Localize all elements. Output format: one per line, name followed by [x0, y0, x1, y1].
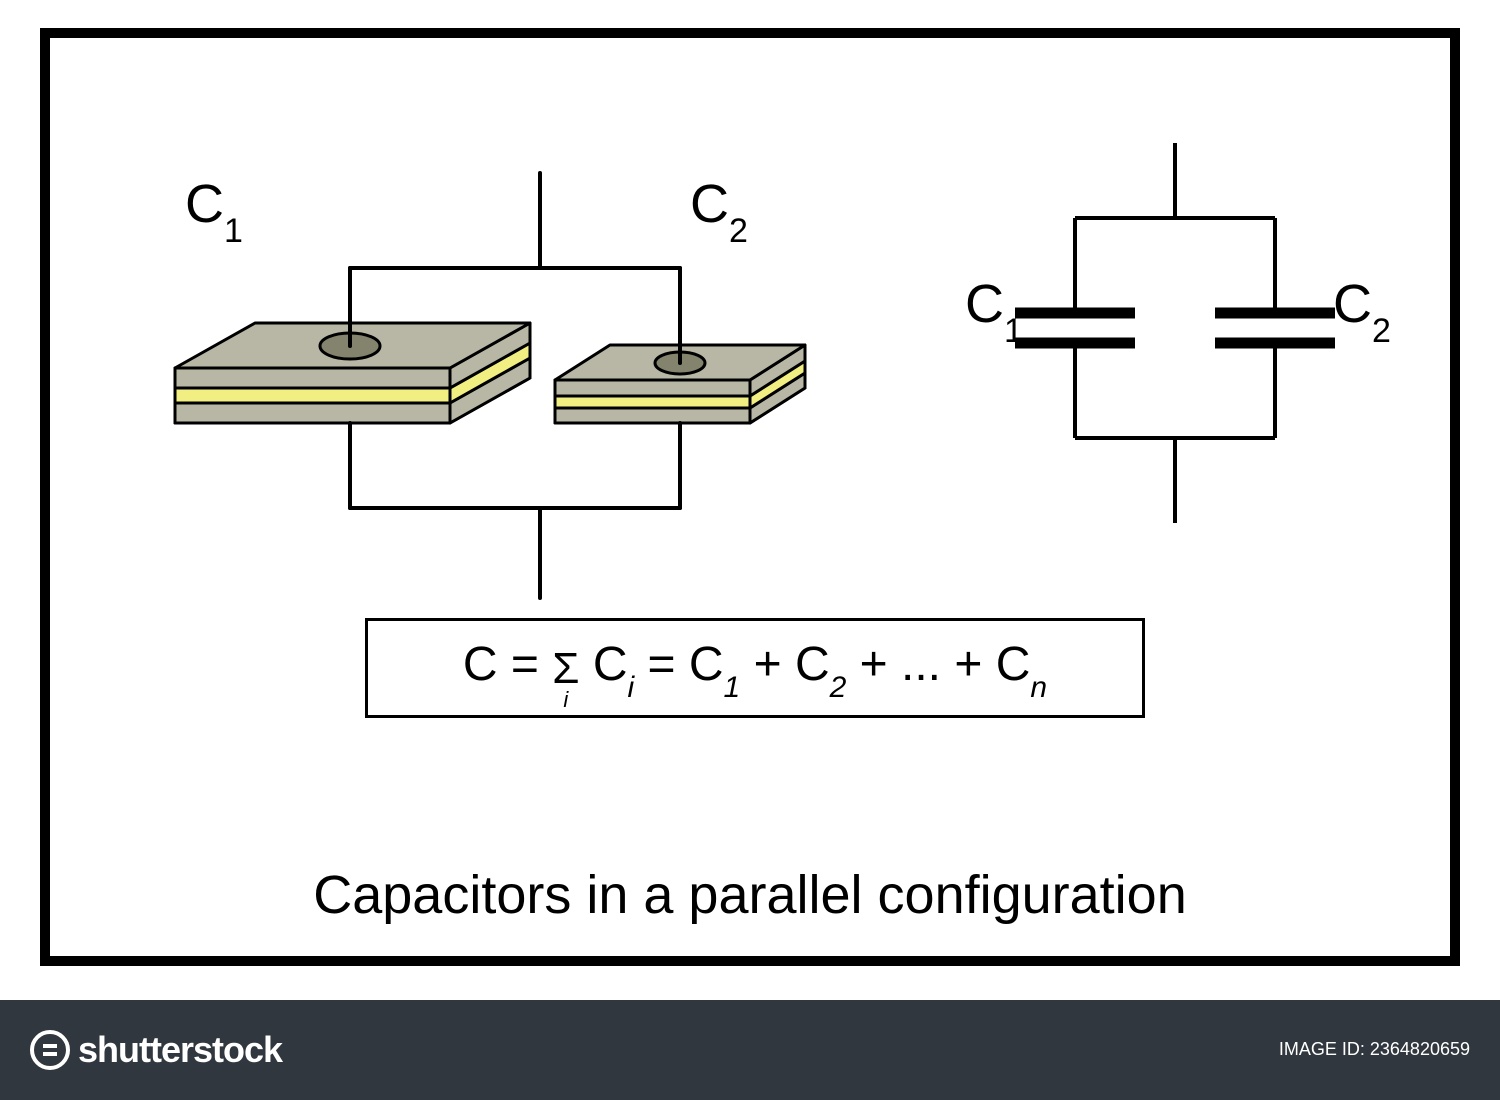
schematic-c1-label: C1 — [965, 273, 1023, 343]
footer-bar: shutterstock IMAGE ID: 2364820659 — [0, 1000, 1500, 1100]
footer-id-value: 2364820659 — [1370, 1039, 1470, 1059]
label-sub: 1 — [224, 212, 243, 250]
sigma-sub: i — [563, 687, 568, 713]
physical-c2-label: C2 — [690, 173, 748, 243]
label-text: C — [185, 174, 224, 234]
diagram-frame: C1 C2 — [40, 28, 1460, 966]
label-text: C — [690, 174, 729, 234]
schematic-c2-label: C2 — [1333, 273, 1391, 343]
label-text: C — [965, 274, 1004, 334]
label-sub: 2 — [1372, 312, 1391, 350]
diagram-caption: Capacitors in a parallel configuration — [50, 864, 1450, 926]
formula-plus1: + — [740, 638, 795, 691]
footer-brand-text: shutterstock — [78, 1029, 282, 1071]
footer-logo: shutterstock — [30, 1029, 282, 1071]
formula-c2-sub: 2 — [830, 671, 847, 704]
physical-c1-label: C1 — [185, 173, 243, 243]
formula-eq2: = — [634, 638, 689, 691]
footer-image-id: IMAGE ID: 2364820659 — [1279, 1038, 1470, 1061]
footer-id-label: IMAGE ID: — [1279, 1039, 1370, 1059]
formula: C = Σi Ci = C1 + C2 + ... + Cn — [463, 637, 1047, 699]
sigma-icon: Σ — [552, 644, 579, 693]
formula-c1: C — [689, 638, 724, 691]
sigma-wrap: Σi — [552, 640, 579, 695]
schematic-diagram — [960, 138, 1400, 578]
formula-c1-sub: 1 — [724, 671, 741, 704]
formula-ci: C — [593, 638, 628, 691]
formula-lhs: C — [463, 638, 498, 691]
formula-box: C = Σi Ci = C1 + C2 + ... + Cn — [365, 618, 1145, 718]
label-text: C — [1333, 274, 1372, 334]
formula-cn: C — [996, 638, 1031, 691]
formula-dots: + ... + — [846, 638, 995, 691]
formula-cn-sub: n — [1030, 671, 1047, 704]
formula-ci-sub: i — [628, 671, 635, 704]
label-sub: 1 — [1004, 312, 1023, 350]
formula-eq: = — [498, 638, 553, 691]
physical-capacitors-diagram — [140, 168, 860, 608]
shutterstock-icon — [30, 1030, 70, 1070]
label-sub: 2 — [729, 212, 748, 250]
formula-c2: C — [795, 638, 830, 691]
